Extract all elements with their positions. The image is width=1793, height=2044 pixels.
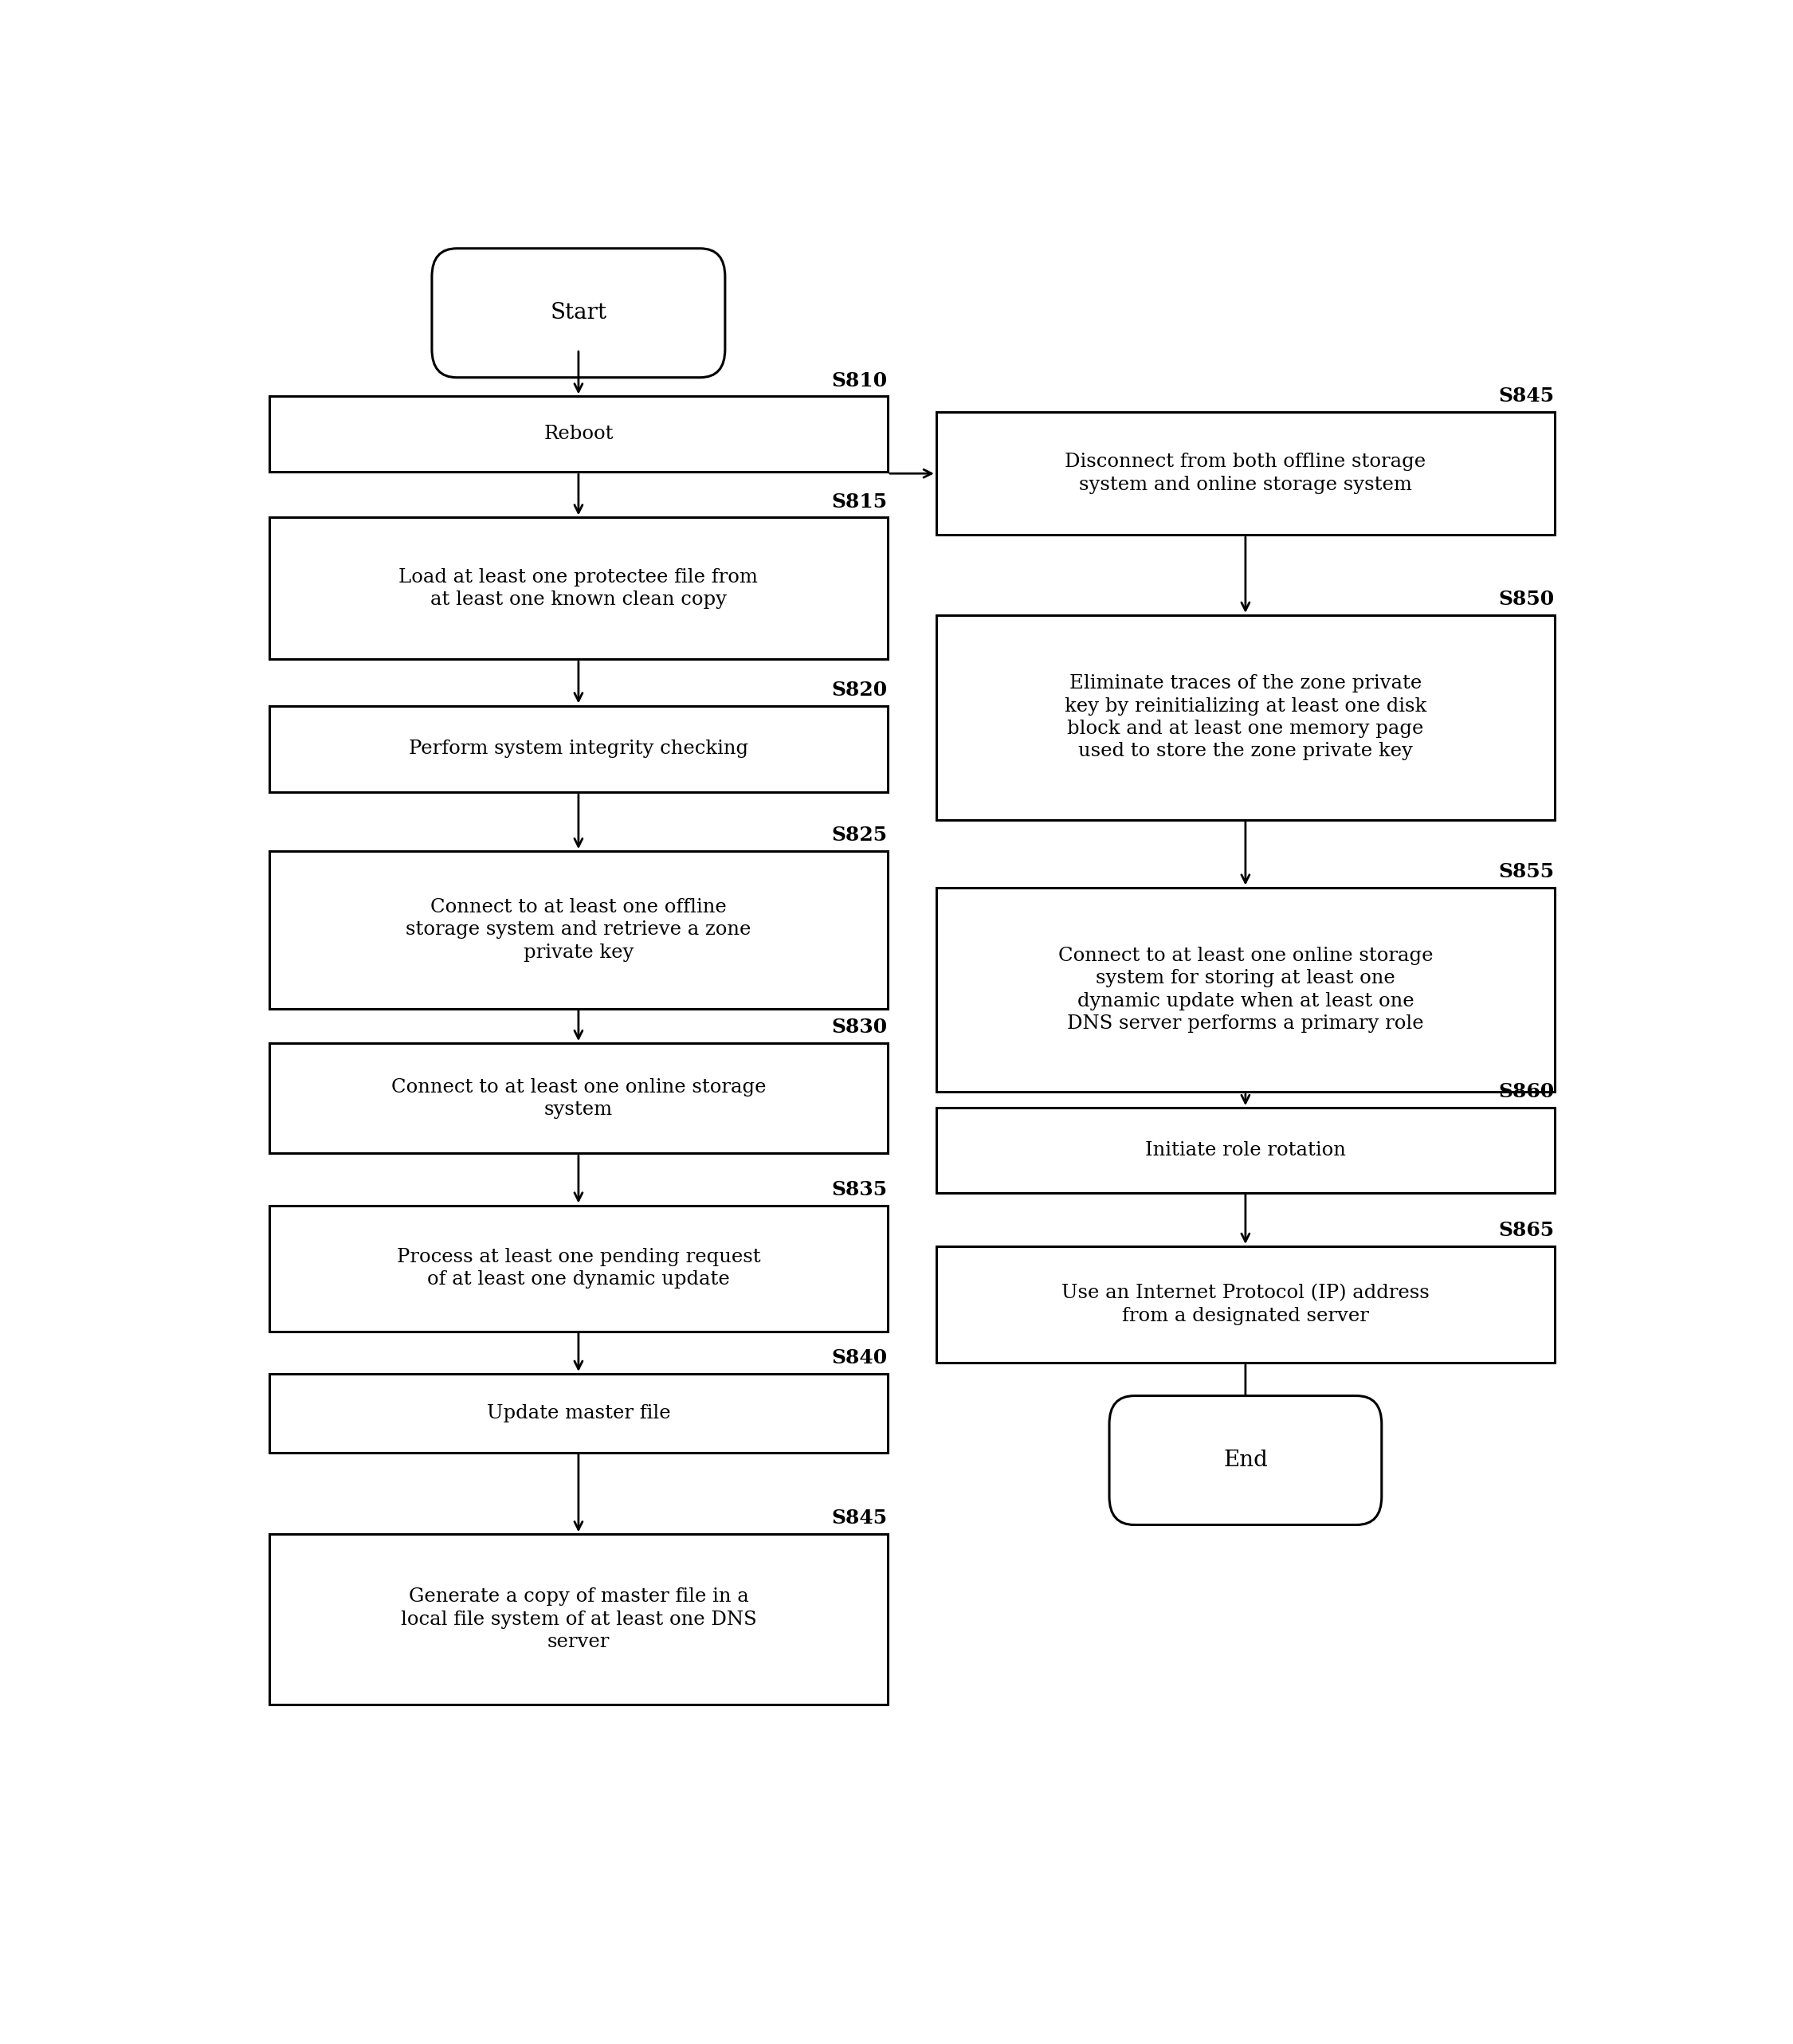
Text: Eliminate traces of the zone private
key by reinitializing at least one disk
blo: Eliminate traces of the zone private key… — [1065, 675, 1427, 760]
Text: End: End — [1223, 1449, 1268, 1472]
Text: Generate a copy of master file in a
local file system of at least one DNS
server: Generate a copy of master file in a loca… — [400, 1588, 757, 1652]
Text: Connect to at least one offline
storage system and retrieve a zone
private key: Connect to at least one offline storage … — [405, 897, 751, 963]
Text: Process at least one pending request
of at least one dynamic update: Process at least one pending request of … — [396, 1247, 760, 1290]
Text: S840: S840 — [832, 1349, 888, 1367]
Text: Perform system integrity checking: Perform system integrity checking — [409, 740, 748, 758]
FancyBboxPatch shape — [432, 249, 724, 378]
Text: S825: S825 — [832, 826, 888, 844]
FancyBboxPatch shape — [269, 705, 888, 793]
Text: S860: S860 — [1499, 1083, 1555, 1102]
Text: S835: S835 — [832, 1179, 888, 1200]
Text: Start: Start — [550, 303, 606, 323]
Text: Update master file: Update master file — [486, 1404, 671, 1423]
Text: S855: S855 — [1499, 863, 1555, 881]
FancyBboxPatch shape — [269, 397, 888, 472]
FancyBboxPatch shape — [269, 517, 888, 660]
Text: Connect to at least one online storage
system: Connect to at least one online storage s… — [391, 1077, 766, 1118]
FancyBboxPatch shape — [1110, 1396, 1382, 1525]
FancyBboxPatch shape — [269, 1206, 888, 1331]
Text: S815: S815 — [832, 493, 888, 511]
FancyBboxPatch shape — [936, 1247, 1555, 1363]
FancyBboxPatch shape — [269, 1374, 888, 1453]
Text: Initiate role rotation: Initiate role rotation — [1146, 1141, 1347, 1159]
FancyBboxPatch shape — [936, 615, 1555, 820]
FancyBboxPatch shape — [936, 413, 1555, 536]
Text: S820: S820 — [832, 681, 888, 699]
Text: S845: S845 — [1499, 386, 1555, 407]
Text: Reboot: Reboot — [543, 425, 613, 444]
Text: Load at least one protectee file from
at least one known clean copy: Load at least one protectee file from at… — [398, 568, 758, 609]
FancyBboxPatch shape — [269, 1042, 888, 1153]
FancyBboxPatch shape — [936, 1108, 1555, 1194]
FancyBboxPatch shape — [936, 887, 1555, 1091]
Text: Connect to at least one online storage
system for storing at least one
dynamic u: Connect to at least one online storage s… — [1058, 946, 1433, 1032]
Text: Disconnect from both offline storage
system and online storage system: Disconnect from both offline storage sys… — [1065, 454, 1425, 495]
FancyBboxPatch shape — [269, 1535, 888, 1705]
Text: S810: S810 — [832, 370, 888, 390]
Text: S845: S845 — [832, 1508, 888, 1529]
Text: Use an Internet Protocol (IP) address
from a designated server: Use an Internet Protocol (IP) address fr… — [1061, 1284, 1429, 1325]
FancyBboxPatch shape — [269, 850, 888, 1008]
Text: S830: S830 — [832, 1018, 888, 1036]
Text: S865: S865 — [1499, 1220, 1555, 1241]
Text: S850: S850 — [1499, 591, 1555, 609]
